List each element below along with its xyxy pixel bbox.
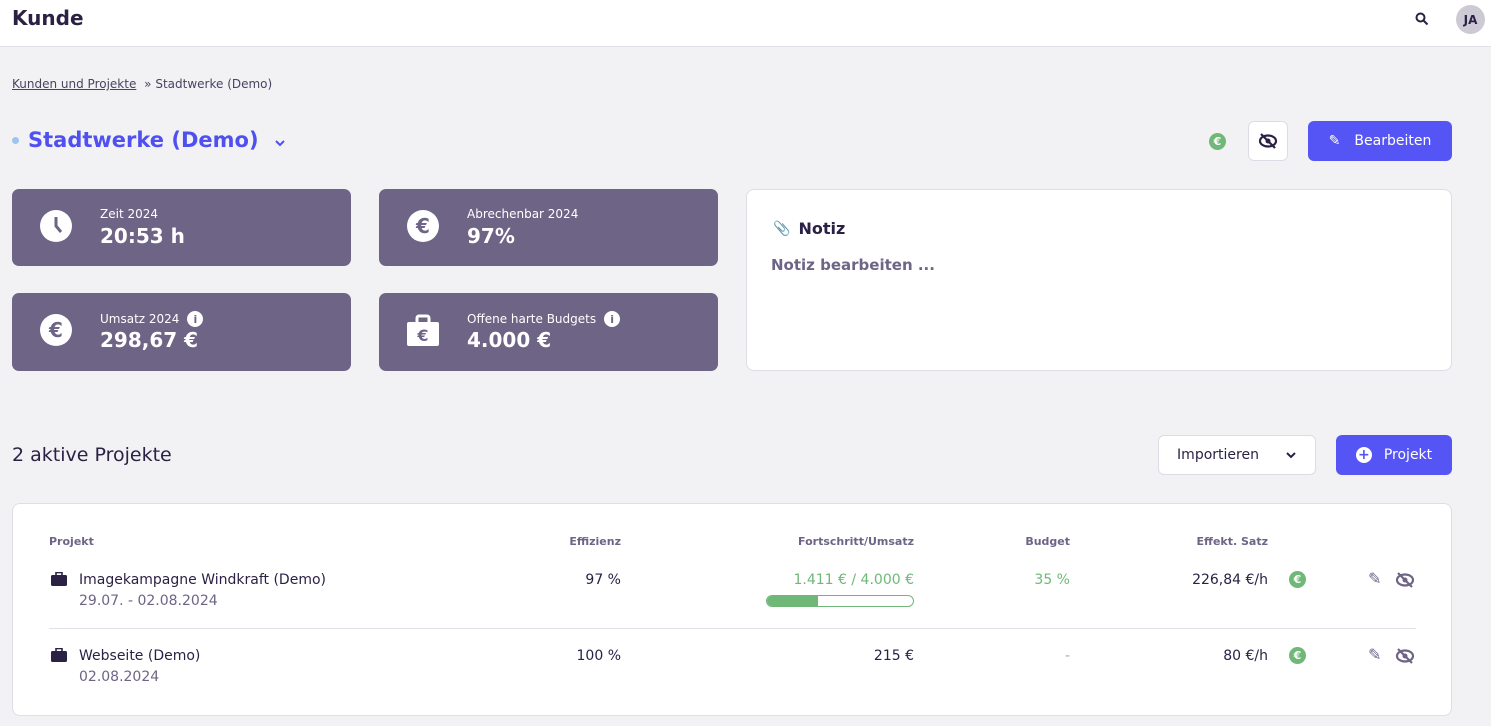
breadcrumb-separator: » <box>144 77 152 91</box>
svg-text:€: € <box>48 318 63 342</box>
billable-euro-icon: € <box>1289 647 1306 664</box>
project-name[interactable]: Imagekampagne Windkraft (Demo) <box>79 572 326 588</box>
breadcrumb: Kunden und Projekte » Stadtwerke (Demo) <box>12 77 272 91</box>
rate-value: 226,84 €/h <box>1192 572 1268 588</box>
col-header-budget: Budget <box>1025 535 1070 548</box>
billable-euro-icon: € <box>1209 133 1226 150</box>
chevron-down-icon <box>275 140 285 147</box>
eye-slash-icon <box>1258 133 1278 149</box>
progress-value: 1.411 € / 4.000 € <box>793 572 915 588</box>
svg-text:€: € <box>416 326 428 345</box>
projects-table <box>12 503 1452 716</box>
budget-value: 35 % <box>1034 572 1070 588</box>
progress-value: 215 € <box>873 648 914 664</box>
eye-slash-icon[interactable] <box>1395 572 1415 588</box>
page-title[interactable]: Stadtwerke (Demo) <box>28 128 286 152</box>
efficiency-value: 100 % <box>576 648 621 664</box>
stat-card-time: Zeit 2024 20:53 h <box>12 189 351 266</box>
col-header-project: Projekt <box>49 535 94 548</box>
add-label: Projekt <box>1383 447 1433 463</box>
project-dates: 29.07. - 02.08.2024 <box>79 593 218 609</box>
import-dropdown[interactable]: Importieren <box>1158 435 1316 475</box>
eye-slash-icon[interactable] <box>1395 648 1415 664</box>
briefcase-icon <box>51 648 67 662</box>
rate-value: 80 €/h <box>1223 648 1268 664</box>
col-header-progress: Fortschritt/Umsatz <box>798 535 914 548</box>
breadcrumb-link[interactable]: Kunden und Projekte <box>12 77 137 91</box>
budget-value: - <box>1064 648 1070 664</box>
row-divider <box>49 628 1416 629</box>
edit-client-button[interactable]: ✎ Bearbeiten <box>1308 121 1452 161</box>
pencil-icon: ✎ <box>1328 133 1341 149</box>
clock-icon <box>40 210 72 242</box>
stat-label: Offene harte Budgets <box>467 312 597 326</box>
stat-card-revenue: € Umsatz 2024 i 298,67 € <box>12 293 351 371</box>
project-name[interactable]: Webseite (Demo) <box>79 648 201 664</box>
section-title: 2 aktive Projekte <box>12 444 172 466</box>
billable-euro-icon: € <box>1289 571 1306 588</box>
stat-value: 97% <box>467 224 515 248</box>
top-bar: Kunde JA <box>0 0 1491 47</box>
stat-value: 20:53 h <box>100 224 185 248</box>
note-card[interactable]: 📎 Notiz Notiz bearbeiten ... <box>746 189 1452 371</box>
note-title: Notiz <box>798 219 846 238</box>
search-icon[interactable] <box>1415 12 1429 26</box>
pencil-icon[interactable]: ✎ <box>1368 645 1382 664</box>
stat-card-budgets: € Offene harte Budgets i 4.000 € <box>379 293 718 371</box>
status-dot <box>12 137 19 144</box>
svg-text:€: € <box>415 214 430 238</box>
stat-value: 298,67 € <box>100 328 199 352</box>
stat-card-billable: € Abrechenbar 2024 97% <box>379 189 718 266</box>
plus-circle-icon: + <box>1355 447 1372 463</box>
col-header-efficiency: Effizienz <box>569 535 621 548</box>
paperclip-icon: 📎 <box>773 220 791 237</box>
stat-value: 4.000 € <box>467 328 552 352</box>
euro-circle-icon: € <box>40 314 72 346</box>
import-label: Importieren <box>1177 447 1259 463</box>
app-title: Kunde <box>12 6 84 30</box>
info-icon[interactable]: i <box>187 311 204 327</box>
briefcase-euro-icon: € <box>407 314 439 346</box>
chevron-down-icon <box>1286 452 1296 459</box>
col-header-rate: Effekt. Satz <box>1196 535 1268 548</box>
briefcase-icon <box>51 572 67 586</box>
add-project-button[interactable]: + Projekt <box>1336 435 1452 475</box>
progress-bar-fill <box>767 596 819 606</box>
pencil-icon[interactable]: ✎ <box>1368 569 1382 588</box>
breadcrumb-current: Stadtwerke (Demo) <box>155 77 273 91</box>
avatar[interactable]: JA <box>1456 5 1485 34</box>
efficiency-value: 97 % <box>585 572 621 588</box>
euro-circle-icon: € <box>407 210 439 242</box>
client-name: Stadtwerke (Demo) <box>28 128 259 152</box>
progress-bar <box>766 595 914 607</box>
project-dates: 02.08.2024 <box>79 669 160 685</box>
info-icon[interactable]: i <box>604 311 621 327</box>
stat-label: Abrechenbar 2024 <box>467 207 579 221</box>
hide-button[interactable] <box>1248 121 1288 161</box>
stat-label: Umsatz 2024 <box>100 312 180 326</box>
note-placeholder[interactable]: Notiz bearbeiten ... <box>771 256 935 274</box>
edit-label: Bearbeiten <box>1354 133 1432 149</box>
stat-label: Zeit 2024 <box>100 207 158 221</box>
